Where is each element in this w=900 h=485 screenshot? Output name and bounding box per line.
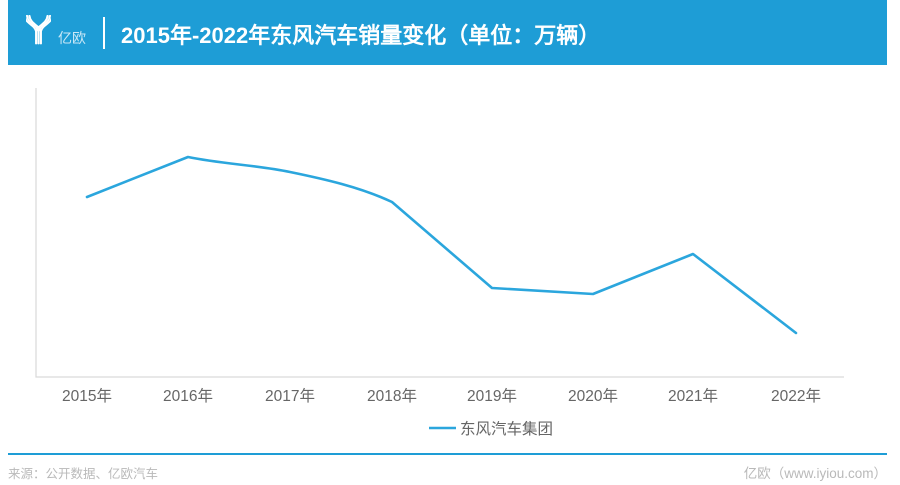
svg-text:2016年: 2016年 (163, 387, 213, 405)
svg-text:2017年: 2017年 (265, 387, 315, 405)
svg-text:2019年: 2019年 (467, 387, 517, 405)
svg-text:2018年: 2018年 (367, 387, 417, 405)
svg-text:2022年: 2022年 (771, 387, 821, 405)
svg-text:2020年: 2020年 (568, 387, 618, 405)
svg-text:2015年: 2015年 (62, 387, 112, 405)
svg-text:东风汽车集团: 东风汽车集团 (460, 420, 553, 438)
svg-text:2021年: 2021年 (668, 387, 718, 405)
